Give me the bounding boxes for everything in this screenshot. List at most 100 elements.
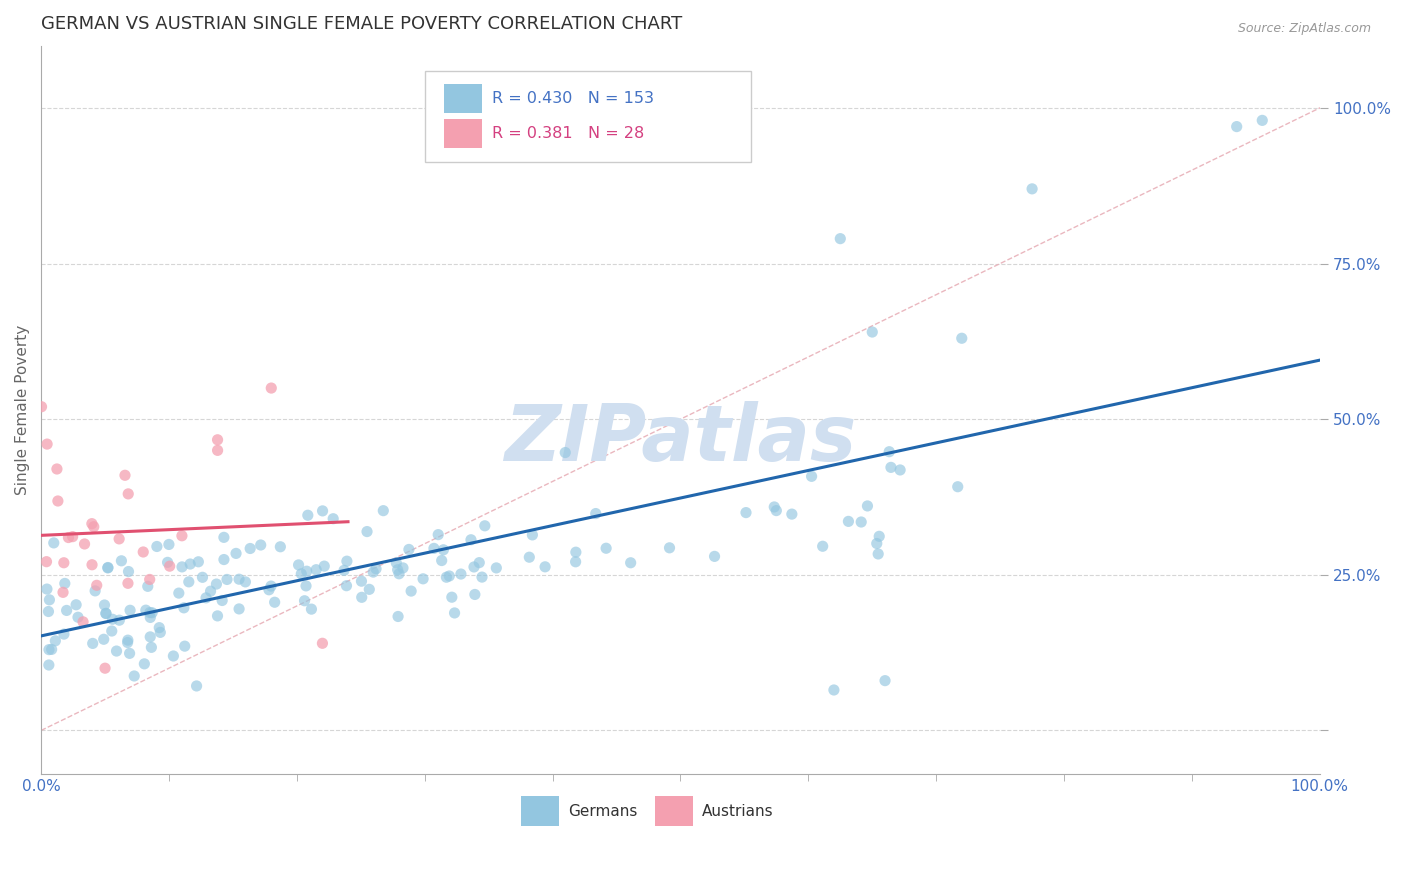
Point (432, 542, 454, 557)
Point (177, 574, 200, 589)
Point (522, 528, 544, 542)
Point (412, 572, 434, 586)
Point (117, 565, 139, 579)
Point (295, 564, 318, 578)
Point (179, 557, 201, 571)
Point (860, 325, 883, 339)
Point (117, 576, 139, 591)
Point (880, 460, 903, 475)
Point (474, 518, 496, 533)
Point (132, 545, 155, 559)
Point (80, 558, 103, 572)
Y-axis label: Single Female Poverty: Single Female Poverty (15, 325, 30, 495)
Text: Germans: Germans (568, 804, 637, 819)
Point (1251, 113, 1274, 128)
Point (173, 639, 195, 653)
FancyBboxPatch shape (655, 796, 693, 827)
Point (167, 586, 190, 600)
Point (239, 541, 262, 556)
Point (387, 609, 409, 624)
Point (86, 578, 108, 592)
Point (84, 583, 107, 598)
Point (811, 539, 834, 553)
FancyBboxPatch shape (425, 71, 751, 162)
Point (205, 577, 228, 591)
Point (101, 612, 124, 626)
Point (138, 573, 160, 587)
Point (94, 661, 117, 675)
Point (335, 579, 357, 593)
Point (1226, 120, 1249, 134)
Point (295, 579, 318, 593)
Point (207, 433, 229, 447)
Point (162, 648, 184, 663)
Point (703, 549, 725, 564)
Point (364, 562, 387, 576)
Point (463, 560, 485, 574)
Point (117, 633, 139, 648)
Point (877, 444, 900, 458)
Point (373, 503, 395, 517)
Point (868, 547, 890, 561)
Point (314, 559, 336, 574)
Point (361, 565, 384, 579)
Point (97, 561, 120, 575)
Text: GERMAN VS AUSTRIAN SINGLE FEMALE POVERTY CORRELATION CHART: GERMAN VS AUSTRIAN SINGLE FEMALE POVERTY… (41, 15, 682, 33)
Point (156, 555, 179, 569)
Point (851, 515, 873, 529)
Point (1021, 182, 1043, 196)
Point (290, 566, 312, 581)
Point (399, 584, 422, 599)
Point (763, 500, 786, 514)
Point (117, 487, 139, 501)
Point (228, 602, 250, 616)
Point (249, 538, 271, 552)
Text: R = 0.430   N = 153: R = 0.430 N = 153 (492, 91, 654, 106)
Point (35, 582, 58, 596)
Point (311, 636, 333, 650)
Point (260, 579, 283, 593)
Point (620, 556, 643, 570)
Point (200, 584, 222, 599)
Point (195, 591, 218, 605)
Point (212, 530, 235, 544)
Point (207, 443, 229, 458)
FancyBboxPatch shape (444, 119, 482, 148)
Point (114, 468, 136, 483)
Point (311, 504, 333, 518)
Point (235, 574, 257, 589)
FancyBboxPatch shape (520, 796, 560, 827)
Point (141, 640, 163, 655)
Point (41, 642, 63, 657)
Point (52, 556, 75, 570)
Point (225, 546, 247, 560)
Point (423, 541, 446, 556)
Point (257, 582, 280, 597)
Point (336, 554, 359, 568)
Point (534, 559, 557, 574)
Point (136, 579, 159, 593)
Point (53, 576, 76, 591)
Point (889, 463, 911, 477)
Point (823, 683, 845, 698)
Point (93, 632, 115, 647)
Point (830, 232, 852, 246)
Point (52, 627, 75, 641)
Point (322, 512, 344, 526)
Point (837, 515, 859, 529)
Point (780, 507, 803, 521)
Point (139, 610, 162, 624)
Point (554, 445, 576, 459)
Point (58, 531, 80, 545)
Point (134, 657, 156, 671)
Point (211, 593, 233, 607)
Point (398, 542, 420, 557)
Point (45, 462, 67, 476)
Point (868, 529, 890, 543)
Point (440, 591, 463, 605)
Point (139, 606, 162, 620)
Point (35, 555, 58, 569)
Point (387, 563, 409, 577)
Point (55, 603, 77, 617)
Point (735, 506, 758, 520)
